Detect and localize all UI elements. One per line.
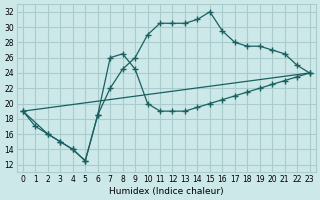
X-axis label: Humidex (Indice chaleur): Humidex (Indice chaleur) <box>109 187 224 196</box>
